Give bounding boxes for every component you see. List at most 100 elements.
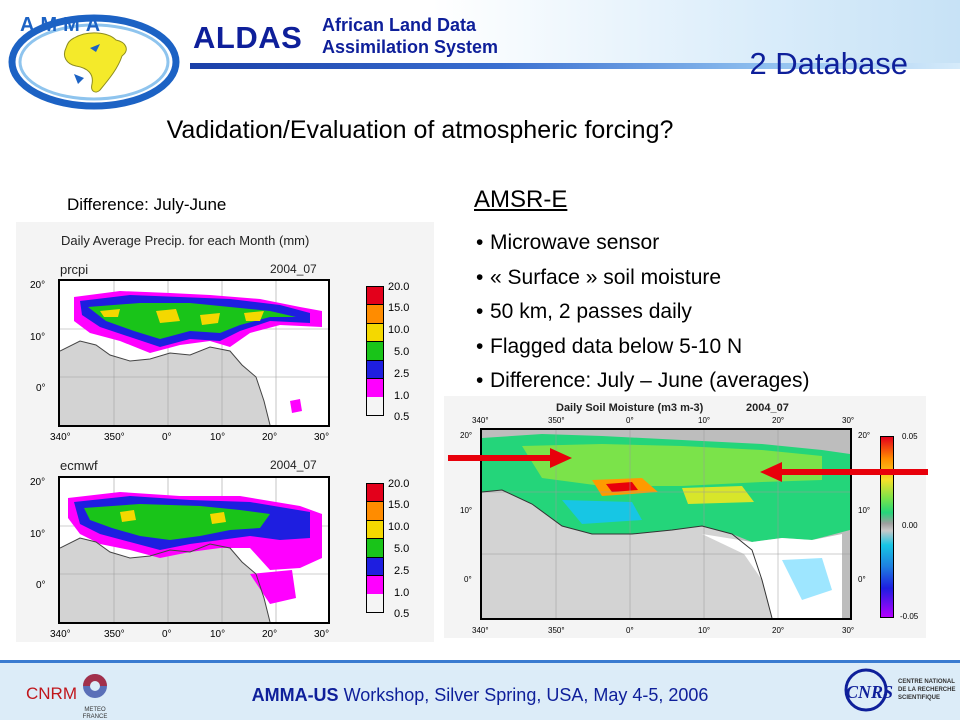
panel1-legend-val: 5.0: [394, 346, 410, 358]
panel1-lat-20: 20°: [30, 280, 46, 291]
app-subtitle-line1: African Land Data: [322, 15, 477, 35]
panel2-legend-val: 2.5: [394, 565, 410, 577]
section-label: 2 Database: [749, 46, 908, 81]
panel1-date: 2004_07: [270, 262, 317, 276]
slide-title: Vadidation/Evaluation of atmospheric for…: [0, 116, 840, 145]
slide-title-text: Vadidation/Evaluation of atmospheric for…: [166, 116, 674, 144]
bullet-item: • 50 km, 2 passes daily: [476, 300, 692, 323]
panel1-legend-swatch: [367, 287, 383, 306]
panel2-lon-10: 10°: [210, 629, 226, 640]
prcpi-map-plot: [60, 281, 328, 425]
logo-text: AMMA: [20, 14, 106, 36]
panel2-legend-val: 5.0: [394, 543, 410, 555]
cnrs-icon: CNRS: [844, 668, 893, 712]
panel1-name: prcpi: [60, 262, 89, 277]
footer-line: [0, 660, 960, 663]
soil-lat-10: 10°: [460, 506, 473, 515]
soil-lon-340-bottom: 340°: [472, 626, 489, 635]
difference-label: Difference: July-June: [67, 195, 227, 214]
bullet-item: • Microwave sensor: [476, 231, 660, 254]
panel2-lon-20: 20°: [262, 629, 278, 640]
panel1-lat-10: 10°: [30, 332, 46, 343]
panel1-lat-0: 0°: [36, 383, 46, 394]
soil-lon-20: 20°: [772, 416, 785, 425]
soil-map-title: Daily Soil Moisture (m3 m-3): [556, 402, 704, 414]
cnrs-text: CNRS: [846, 682, 893, 702]
panel1-legend-swatch: [367, 378, 383, 398]
soil-lat-0-right: 0°: [858, 575, 866, 584]
app-title: ALDAS: [193, 20, 303, 55]
panel1-legend-swatch: [367, 360, 383, 379]
panel1-lon-350: 350°: [104, 432, 125, 443]
soil-lon-350: 350°: [548, 416, 565, 425]
soil-lon-350-bottom: 350°: [548, 626, 565, 635]
panel2-legend-swatch: [367, 502, 383, 521]
soil-colorbar-max: 0.05: [902, 432, 918, 441]
panel1-legend-val: 20.0: [388, 281, 410, 293]
soil-lon-340: 340°: [472, 416, 489, 425]
panel1-legend-val: 2.5: [394, 368, 410, 380]
soil-lon-30-bottom: 30°: [842, 626, 855, 635]
ecmwf-map-plot: [60, 478, 328, 622]
panel2-legend-swatch: [367, 484, 383, 503]
panel2-legend-swatch: [367, 575, 383, 595]
footer-bar: [0, 660, 960, 720]
cnrm-label: CNRM: [26, 684, 77, 703]
soil-lat-0: 0°: [464, 575, 472, 584]
panel2-legend-swatch: [367, 557, 383, 576]
panel1-lon-20: 20°: [262, 432, 278, 443]
panel2-legend-swatch: [367, 539, 383, 558]
cnrs-logo: CNRS CENTRE NATIONAL DE LA RECHERCHE SCI…: [840, 666, 958, 718]
soil-colorbar-mid: 0.00: [902, 521, 918, 530]
panel1-legend-val: 15.0: [388, 302, 410, 314]
bullet-item: • Difference: July – June (averages): [476, 369, 810, 392]
meteo-icon: [83, 674, 107, 698]
right-arrow: [760, 462, 928, 482]
soil-lon-0: 0°: [626, 416, 634, 425]
soil-lat-20: 20°: [460, 431, 473, 440]
app-subtitle: African Land Data Assimilation System: [322, 14, 498, 58]
panel2-lon-0: 0°: [162, 629, 172, 640]
panel1-lon-10: 10°: [210, 432, 226, 443]
footer-event: AMMA-US Workshop, Silver Spring, USA, Ma…: [0, 685, 960, 706]
footer-event-rest: Workshop, Silver Spring, USA, May 4-5, 2…: [338, 685, 709, 705]
panel1-lon-30: 30°: [314, 432, 330, 443]
header-underline: [190, 63, 960, 69]
bullet-list: • Microwave sensor • « Surface » soil mois…: [476, 226, 809, 399]
soil-colorbar-min: -0.05: [900, 612, 919, 621]
soil-moisture-map: [480, 428, 852, 620]
amsr-heading: AMSR-E: [474, 186, 568, 213]
app-subtitle-line2: Assimilation System: [322, 37, 499, 57]
left-arrow: [448, 448, 572, 468]
panel2-legend-val: 1.0: [394, 587, 410, 599]
footer-event-bold: AMMA-US: [251, 685, 339, 705]
soil-moisture-plot: [482, 430, 850, 618]
panel1-legend-swatch: [367, 305, 383, 324]
panel1-lon-0: 0°: [162, 432, 172, 443]
panel1-legend-swatch: [367, 323, 383, 343]
panel2-legend-val: 15.0: [388, 499, 410, 511]
amma-logo: AMMA: [8, 14, 180, 110]
panel2-lat-10: 10°: [30, 529, 46, 540]
panel2-lat-20: 20°: [30, 477, 46, 488]
panel2-lon-340: 340°: [50, 629, 71, 640]
panel2-name: ecmwf: [60, 458, 98, 473]
soil-colorbar: [880, 436, 894, 618]
panel2-date: 2004_07: [270, 458, 317, 472]
soil-lon-0-bottom: 0°: [626, 626, 634, 635]
soil-lat-10-right: 10°: [858, 506, 871, 515]
panel1-legend-swatch: [367, 342, 383, 361]
ecmwf-map: [58, 476, 330, 624]
panel1-legend-val: 1.0: [394, 390, 410, 402]
panel1-legend: [366, 286, 384, 416]
soil-lon-20-bottom: 20°: [772, 626, 785, 635]
bullet-item: • « Surface » soil moisture: [476, 265, 722, 289]
panel2-lon-350: 350°: [104, 629, 125, 640]
soil-lat-20-right: 20°: [858, 431, 871, 440]
panel1-legend-val: 0.5: [394, 411, 410, 423]
soil-map-date: 2004_07: [746, 402, 789, 414]
meteo-france-logo: METEO FRANCE: [78, 672, 112, 720]
meteo-france-text: METEO FRANCE: [82, 707, 108, 720]
precip-figure-title: Daily Average Precip. for each Month (mm…: [61, 233, 310, 248]
panel1-lon-340: 340°: [50, 432, 71, 443]
